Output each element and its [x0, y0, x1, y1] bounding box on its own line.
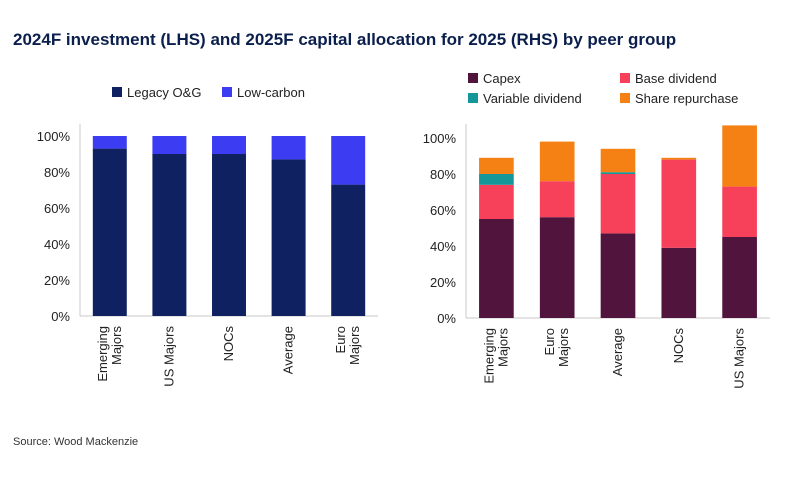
left-legend-label-low-carbon: Low-carbon — [237, 85, 305, 100]
left-bar-euro-majors-low-carbon — [331, 136, 366, 185]
right-category-label: US Majors — [732, 328, 747, 389]
left-category-label: EmergingMajors — [95, 326, 124, 382]
left-bars — [92, 136, 366, 316]
left-category-label: Average — [281, 326, 296, 374]
right-category-label: EmergingMajors — [481, 328, 510, 384]
left-y-tick-label: 100% — [37, 129, 71, 144]
right-bar-nocs-share-repurchase — [661, 157, 697, 160]
right-legend: Capex Base dividend Variable dividend Share… — [468, 71, 738, 106]
left-y-tick-label: 80% — [44, 165, 70, 180]
right-bar-us-majors-share-repurchase — [722, 125, 757, 187]
right-bar-euro-majors-base-dividend — [539, 181, 575, 218]
right-category-labels: EmergingMajors EuroMajors Average NOCs US Ma… — [481, 328, 746, 389]
right-legend-label-variable-dividend: Variable dividend — [483, 91, 582, 106]
right-bars — [479, 125, 757, 318]
right-y-tick-label: 0% — [437, 311, 456, 326]
left-bar-us-majors-legacy-o-g — [152, 154, 187, 316]
right-legend-swatch-variable-dividend — [468, 93, 478, 103]
source-note: Source: Wood Mackenzie — [13, 436, 139, 448]
left-y-ticks: 0% 20% 40% 60% 80% 100% — [37, 129, 71, 324]
right-bar-average-share-repurchase — [600, 148, 636, 173]
left-chart-investment: 0% 20% 40% 60% 80% 100% EmergingMajors US Majo… — [37, 85, 378, 387]
right-bar-average-variable-dividend — [600, 172, 636, 174]
right-y-tick-label: 80% — [430, 167, 456, 182]
left-category-labels: EmergingMajors US Majors NOCs Average EuroMa… — [95, 326, 362, 387]
left-bar-nocs-low-carbon — [212, 136, 246, 154]
left-legend: Legacy O&G Low-carbon — [112, 85, 305, 100]
right-y-tick-label: 20% — [430, 275, 456, 290]
left-legend-swatch-legacy-o-g — [112, 87, 122, 97]
right-legend-label-base-dividend: Base dividend — [635, 71, 717, 86]
right-bar-emerging-majors-variable-dividend — [479, 174, 514, 185]
right-category-label: NOCs — [671, 328, 686, 364]
left-y-tick-label: 0% — [51, 309, 70, 324]
right-y-tick-label: 40% — [430, 239, 456, 254]
chart-title: 2024F investment (LHS) and 2025F capital… — [13, 30, 677, 49]
right-bar-average-capex — [600, 233, 636, 318]
right-category-label: Average — [610, 328, 625, 376]
right-legend-swatch-capex — [468, 73, 478, 83]
left-category-label: NOCs — [221, 326, 236, 362]
right-bar-us-majors-capex — [722, 237, 757, 318]
left-y-tick-label: 60% — [44, 201, 70, 216]
right-bar-emerging-majors-share-repurchase — [479, 157, 514, 174]
left-bar-average-legacy-o-g — [271, 159, 306, 316]
right-y-ticks: 0% 20% 40% 60% 80% 100% — [423, 131, 457, 326]
right-legend-swatch-base-dividend — [620, 73, 630, 83]
right-bar-nocs-base-dividend — [661, 159, 697, 248]
right-bar-emerging-majors-capex — [479, 219, 514, 318]
left-category-label: EuroMajors — [333, 326, 362, 366]
right-bar-euro-majors-capex — [539, 217, 575, 318]
left-bar-euro-majors-legacy-o-g — [331, 184, 366, 316]
left-y-tick-label: 40% — [44, 237, 70, 252]
left-legend-swatch-low-carbon — [222, 87, 232, 97]
left-legend-label-legacy-o-g: Legacy O&G — [127, 85, 201, 100]
left-bar-us-majors-low-carbon — [152, 136, 187, 154]
left-category-label: US Majors — [161, 326, 176, 387]
right-chart-capital-allocation: 0% 20% 40% 60% 80% 100% EmergingMajors EuroMaj… — [423, 71, 770, 389]
right-y-tick-label: 100% — [423, 131, 457, 146]
left-bar-emerging-majors-low-carbon — [92, 136, 127, 149]
left-bar-average-low-carbon — [271, 136, 306, 160]
right-legend-label-share-repurchase: Share repurchase — [635, 91, 738, 106]
left-bar-nocs-legacy-o-g — [212, 154, 246, 316]
right-legend-swatch-share-repurchase — [620, 93, 630, 103]
right-bar-us-majors-base-dividend — [722, 186, 757, 237]
right-bar-emerging-majors-base-dividend — [479, 184, 514, 219]
right-y-tick-label: 60% — [430, 203, 456, 218]
right-bar-nocs-capex — [661, 247, 697, 318]
right-bar-euro-majors-share-repurchase — [539, 141, 575, 182]
left-bar-emerging-majors-legacy-o-g — [92, 148, 127, 316]
right-bar-average-base-dividend — [600, 174, 636, 234]
right-category-label: EuroMajors — [542, 328, 571, 368]
left-y-tick-label: 20% — [44, 273, 70, 288]
right-legend-label-capex: Capex — [483, 71, 521, 86]
